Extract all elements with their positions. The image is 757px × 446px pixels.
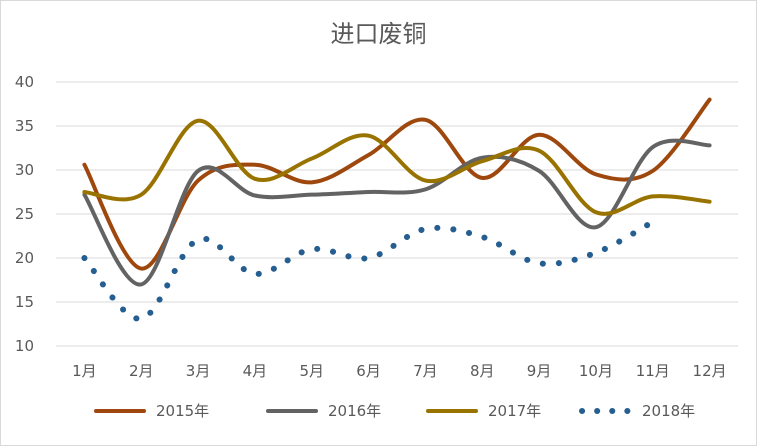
- series-line-2016年: [82, 138, 712, 287]
- chart-title: 进口废铜: [330, 20, 427, 48]
- y-tick-label: 35: [15, 117, 34, 135]
- x-tick-label: 4月: [243, 362, 268, 380]
- x-tick-label: 7月: [413, 362, 438, 380]
- y-tick-label: 40: [15, 73, 34, 91]
- series-line-2017年: [82, 118, 712, 216]
- legend-label: 2015年: [156, 402, 209, 420]
- y-tick-label: 25: [15, 205, 34, 223]
- series-line-2015年: [82, 97, 712, 271]
- legend-label: 2018年: [642, 402, 695, 420]
- x-tick-label: 1月: [72, 362, 97, 380]
- x-tick-label: 10月: [579, 362, 613, 380]
- x-tick-label: 5月: [299, 362, 324, 380]
- y-tick-label: 30: [15, 161, 34, 179]
- legend: 2015年 2016年 2017年 2018年: [94, 402, 695, 420]
- y-axis-tick-labels: 10 15 20 25 30 35 40: [15, 73, 34, 355]
- series-lines: [81, 97, 712, 322]
- y-tick-label: 15: [15, 293, 34, 311]
- x-tick-label: 2月: [129, 362, 154, 380]
- x-axis-tick-labels: 1月 2月 3月 4月 5月 6月 7月 8月 9月 10月 11月 12月: [72, 362, 726, 380]
- y-tick-label: 20: [15, 249, 34, 267]
- x-tick-label: 12月: [693, 362, 727, 380]
- legend-label: 2017年: [488, 402, 541, 420]
- x-tick-label: 11月: [636, 362, 670, 380]
- x-tick-label: 3月: [186, 362, 211, 380]
- x-tick-label: 8月: [470, 362, 495, 380]
- gridlines: [56, 81, 738, 347]
- legend-label: 2016年: [328, 402, 381, 420]
- x-tick-label: 6月: [356, 362, 381, 380]
- x-tick-label: 9月: [527, 362, 552, 380]
- y-tick-label: 10: [15, 337, 34, 355]
